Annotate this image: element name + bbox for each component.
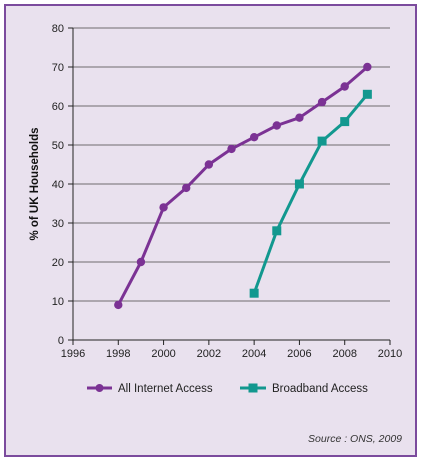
- data-point: [362, 89, 372, 99]
- y-tick-label: 70: [52, 62, 64, 74]
- legend-marker-square: [248, 383, 258, 393]
- y-axis-label: % of UK Households: [29, 127, 41, 240]
- y-tick-label: 40: [52, 179, 64, 191]
- y-tick-label: 80: [52, 23, 64, 35]
- data-point: [249, 288, 259, 298]
- legend-label-all-internet: All Internet Access: [118, 383, 213, 395]
- data-point: [317, 97, 327, 107]
- data-point: [363, 62, 372, 72]
- data-point: [317, 136, 327, 146]
- legend-item-all-internet: All Internet Access: [87, 383, 213, 395]
- data-point: [272, 226, 282, 236]
- y-tick-label: 60: [52, 101, 64, 113]
- source-note: Source : ONS, 2009: [308, 433, 402, 445]
- data-point: [114, 300, 123, 310]
- legend-item-broadband: Broadband Access: [240, 383, 368, 395]
- legend-marker-circle: [95, 384, 104, 392]
- data-point: [340, 82, 349, 91]
- legend-label-broadband: Broadband Access: [272, 383, 368, 395]
- data-point: [272, 121, 281, 130]
- series-all-internet-access: [114, 62, 372, 310]
- y-tick-label: 20: [52, 257, 64, 269]
- data-point: [294, 179, 304, 189]
- data-point: [159, 203, 168, 212]
- x-tick-label: 2010: [378, 348, 402, 360]
- series: [114, 62, 372, 310]
- x-tick-label: 2002: [197, 348, 221, 360]
- series-line: [252, 93, 369, 294]
- x-tick-label: 2000: [151, 348, 175, 360]
- gridlines: [73, 27, 390, 302]
- y-tick-label: 10: [52, 296, 64, 308]
- data-point: [136, 257, 146, 267]
- series-broadband-access: [249, 89, 372, 298]
- data-point: [182, 183, 191, 193]
- data-point: [204, 160, 214, 169]
- data-point: [249, 133, 259, 142]
- y-tick-label: 50: [52, 140, 64, 152]
- series-line: [116, 65, 369, 306]
- y-tick-label: 30: [52, 218, 64, 230]
- x-tick-label: 1996: [61, 348, 85, 360]
- data-point: [227, 144, 236, 154]
- data-point: [295, 113, 304, 122]
- legend: All Internet Access Broadband Access: [87, 383, 368, 395]
- x-tick-label: 2004: [242, 348, 266, 360]
- data-point: [340, 117, 350, 127]
- x-tick-label: 2008: [332, 348, 356, 360]
- tick-labels: 0 10 20 30 40 50 60 70 80 1996 1998 2000 2002 2004 200…: [52, 23, 402, 360]
- y-tick-label: 0: [58, 335, 64, 347]
- x-tick-label: 2006: [287, 348, 311, 360]
- x-tick-label: 1998: [106, 348, 130, 360]
